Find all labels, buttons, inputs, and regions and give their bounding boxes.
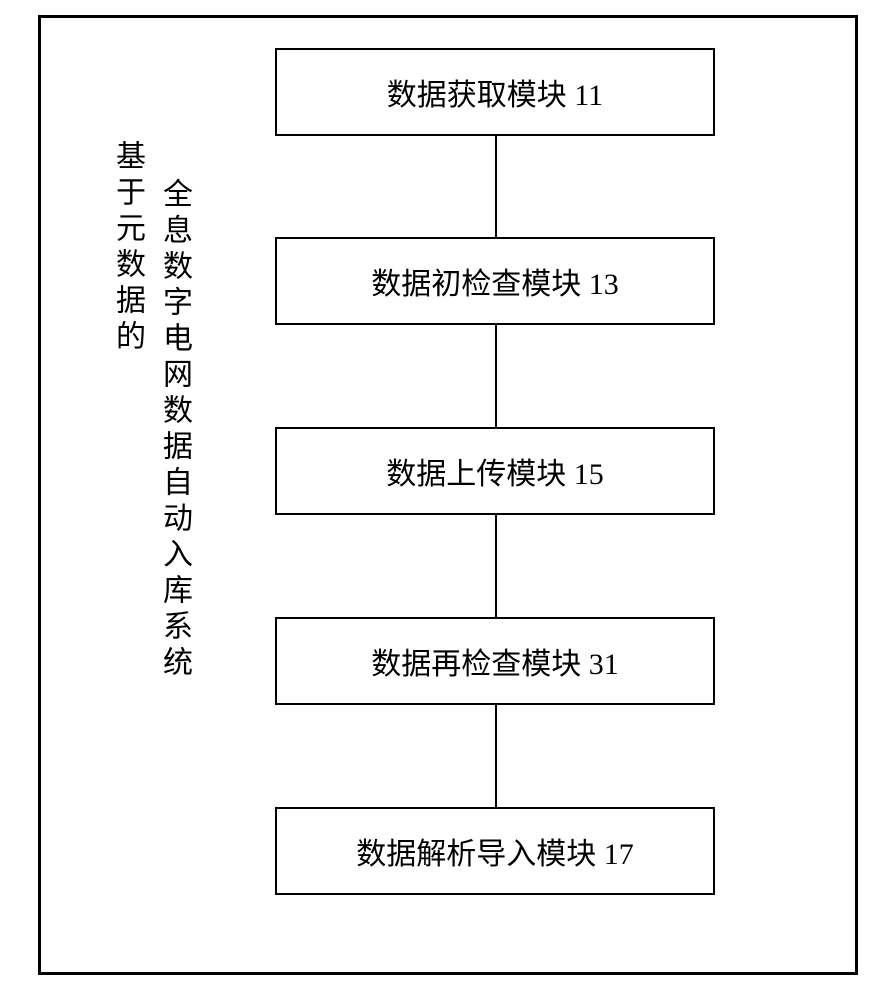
node-data-upload: 数据上传模块 15 (275, 427, 715, 515)
node-label: 数据再检查模块 31 (371, 639, 619, 683)
title-right: 全息数字电网数据自动入库系统 (155, 178, 194, 682)
edge-3-4 (495, 515, 497, 617)
edge-2-3 (495, 325, 497, 427)
node-data-initial-check: 数据初检查模块 13 (275, 237, 715, 325)
node-label: 数据解析导入模块 17 (356, 829, 634, 873)
node-label: 数据获取模块 11 (387, 70, 603, 114)
title-left: 基于元数据的 (108, 140, 147, 356)
edge-1-2 (495, 136, 497, 237)
node-label: 数据上传模块 15 (386, 449, 604, 493)
node-data-parse-import: 数据解析导入模块 17 (275, 807, 715, 895)
node-data-recheck: 数据再检查模块 31 (275, 617, 715, 705)
node-label: 数据初检查模块 13 (371, 259, 619, 303)
edge-4-5 (495, 705, 497, 807)
node-data-acquisition: 数据获取模块 11 (275, 48, 715, 136)
